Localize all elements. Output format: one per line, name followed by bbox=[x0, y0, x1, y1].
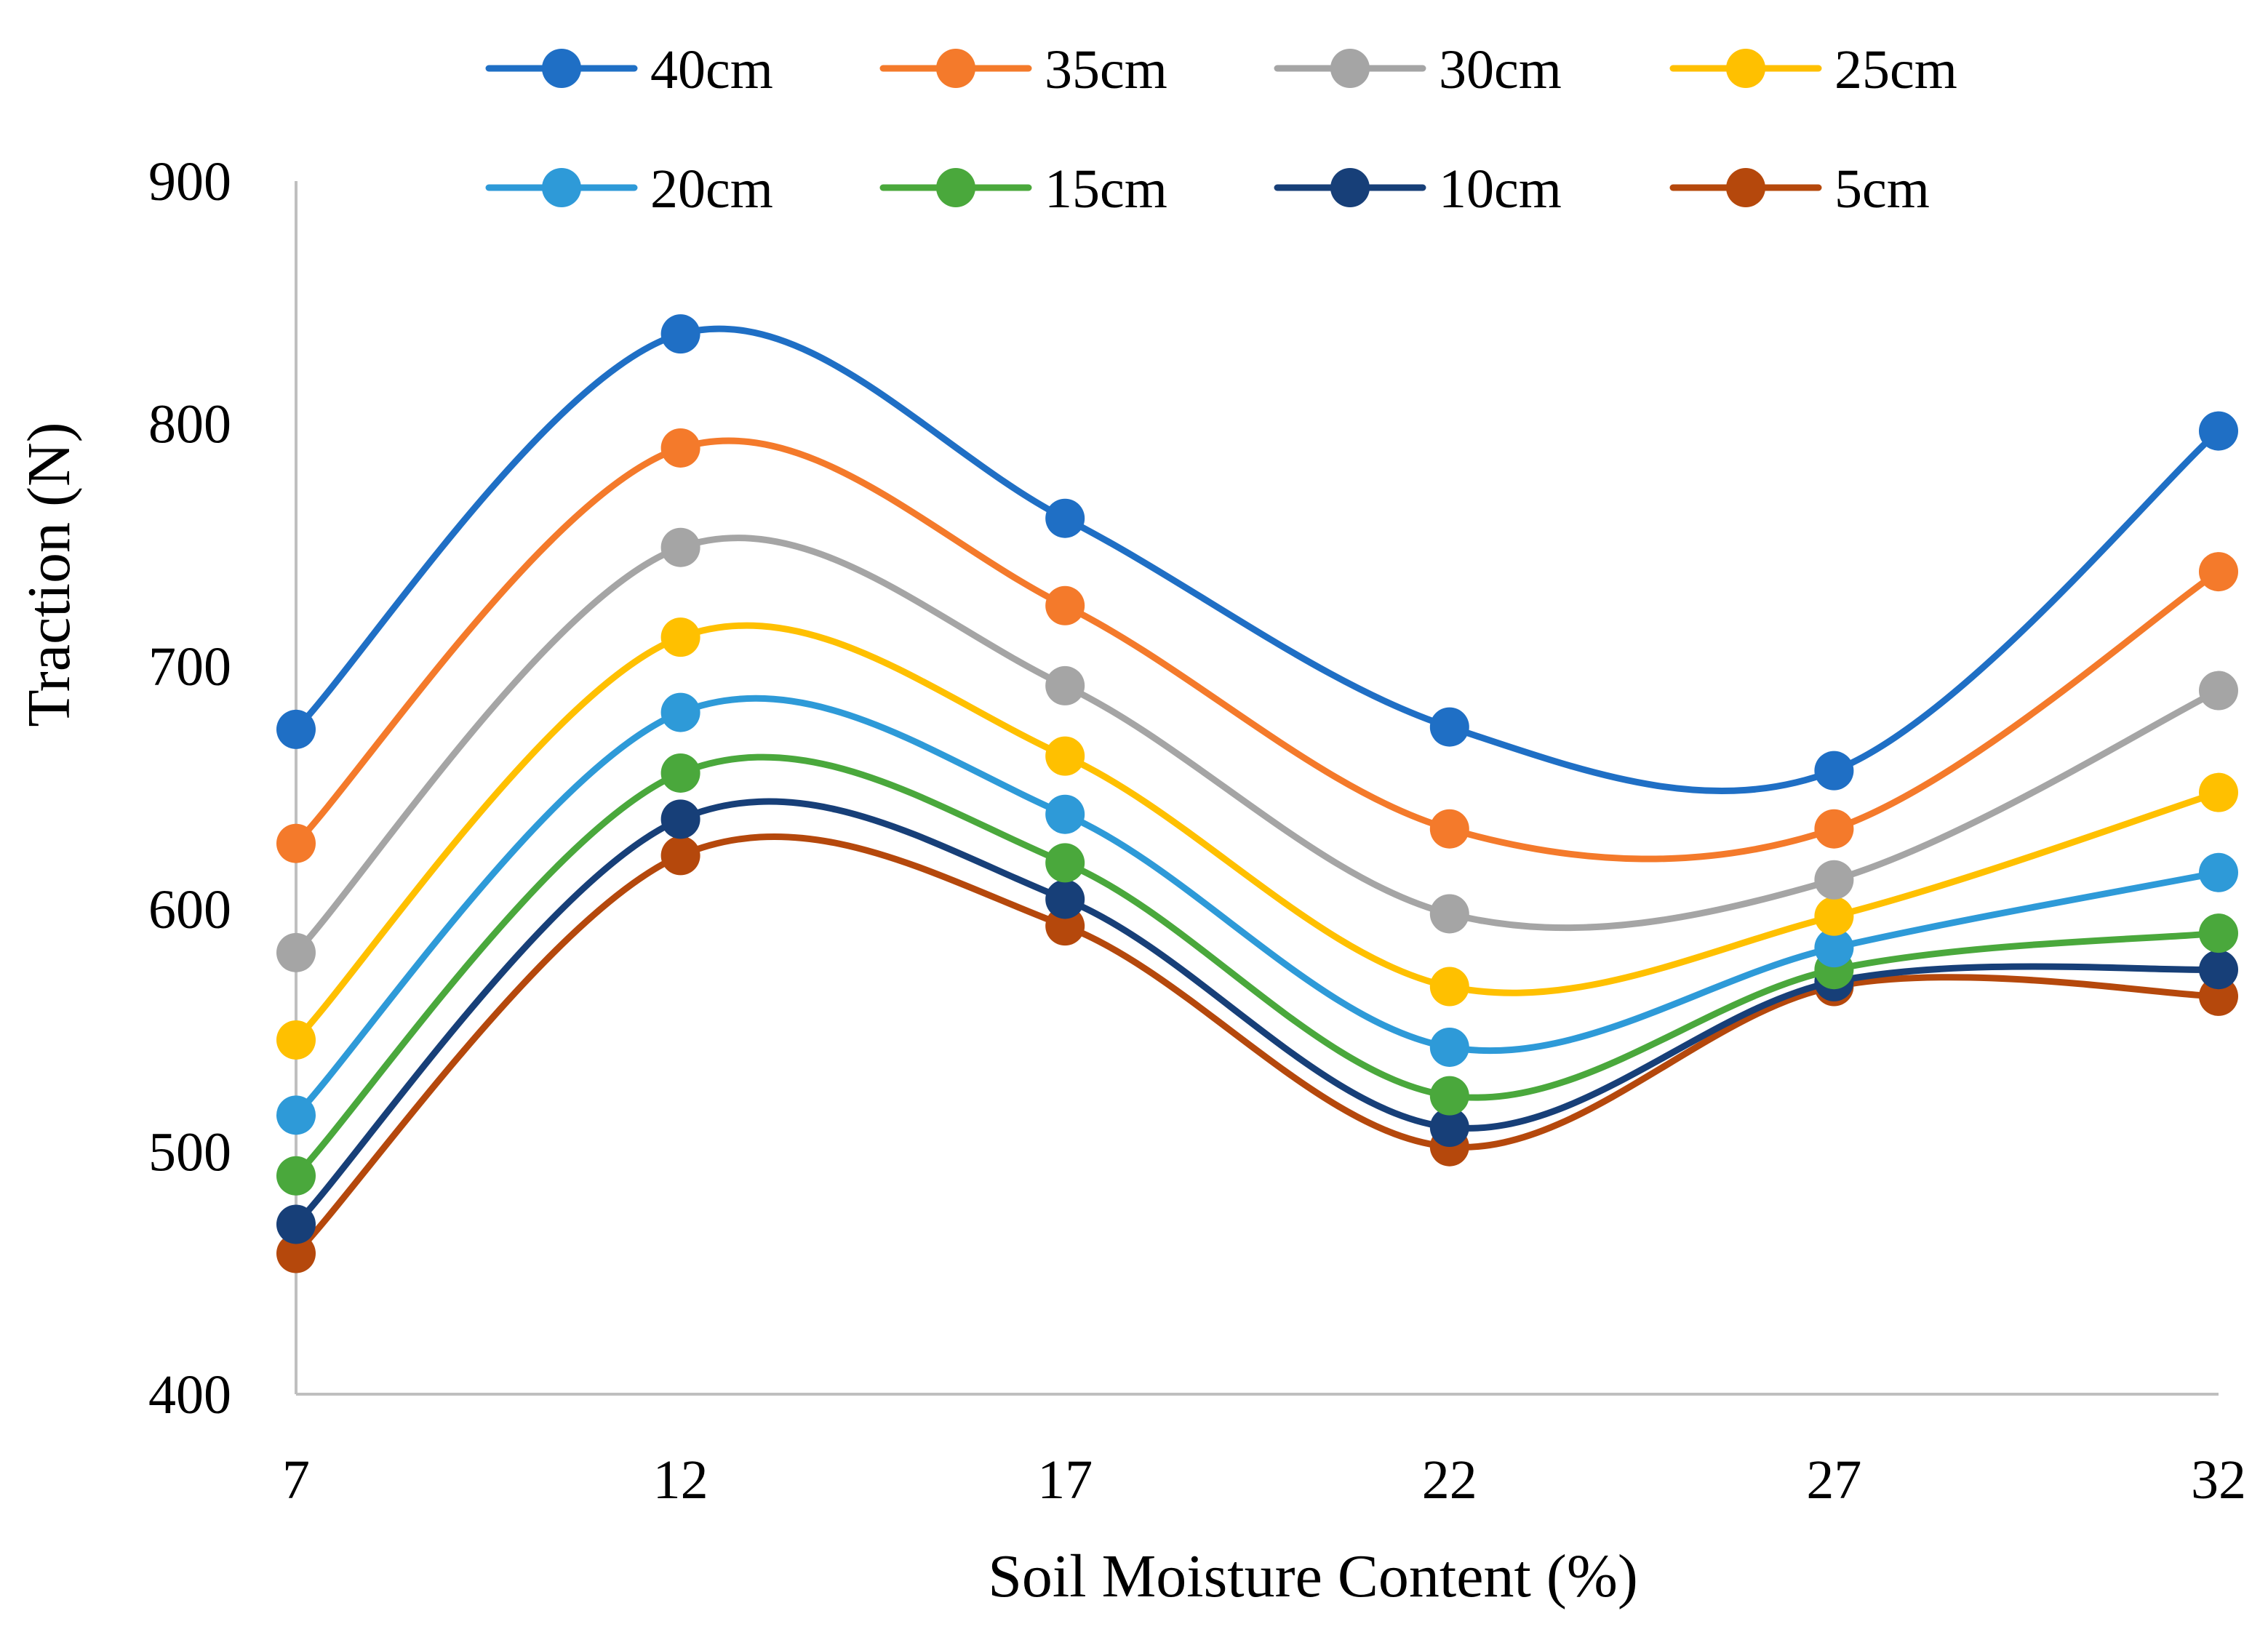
legend-swatch-marker bbox=[936, 168, 975, 207]
series-line bbox=[292, 833, 2222, 1257]
data-point bbox=[660, 692, 700, 732]
series-line bbox=[292, 622, 2222, 1044]
data-point bbox=[1814, 896, 1854, 936]
data-point bbox=[1429, 894, 1469, 934]
x-tick-label: 12 bbox=[653, 1449, 708, 1511]
x-tick-label: 7 bbox=[282, 1449, 310, 1511]
legend: 40cm 35cm 30cm 25cm 20cm 15cm 10cm 5cm bbox=[485, 39, 1957, 220]
legend-item-30cm: 30cm bbox=[1274, 39, 1562, 100]
legend-label: 15cm bbox=[1045, 159, 1167, 220]
legend-swatch-marker bbox=[1330, 49, 1370, 88]
data-point bbox=[1429, 1076, 1469, 1116]
data-point bbox=[1045, 585, 1085, 625]
legend-item-25cm: 25cm bbox=[1669, 39, 1957, 100]
x-tick-label: 17 bbox=[1037, 1449, 1093, 1511]
data-point bbox=[2199, 852, 2238, 892]
y-tick-label: 600 bbox=[148, 879, 231, 940]
legend-item-20cm: 20cm bbox=[485, 159, 773, 220]
data-point bbox=[1814, 751, 1854, 791]
data-point bbox=[2199, 950, 2238, 990]
data-point bbox=[660, 428, 700, 468]
data-point bbox=[660, 527, 700, 567]
legend-label: 25cm bbox=[1834, 39, 1957, 100]
data-point bbox=[1429, 967, 1469, 1007]
legend-label: 10cm bbox=[1439, 159, 1562, 220]
y-axis-title: Traction (N) bbox=[15, 422, 83, 727]
series-25cm bbox=[276, 617, 2238, 1060]
data-point bbox=[1814, 809, 1854, 849]
data-point bbox=[1814, 928, 1854, 968]
data-point bbox=[2199, 552, 2238, 592]
data-point bbox=[1045, 736, 1085, 776]
y-tick-label: 400 bbox=[148, 1364, 231, 1425]
series-30cm bbox=[276, 527, 2238, 972]
legend-swatch-marker bbox=[1726, 49, 1765, 88]
data-point bbox=[660, 314, 700, 354]
data-point bbox=[660, 836, 700, 876]
data-point bbox=[1045, 498, 1085, 538]
data-point bbox=[660, 799, 700, 839]
legend-label: 5cm bbox=[1834, 159, 1930, 220]
data-point bbox=[1045, 794, 1085, 834]
data-point bbox=[276, 1204, 316, 1244]
data-point bbox=[2199, 913, 2238, 953]
data-point bbox=[1045, 879, 1085, 919]
series-line bbox=[292, 798, 2222, 1228]
legend-swatch-marker bbox=[542, 168, 581, 207]
y-tick-label: 500 bbox=[148, 1121, 231, 1183]
x-tick-label: 27 bbox=[1806, 1449, 1861, 1511]
series-20cm bbox=[276, 692, 2238, 1135]
data-point bbox=[2199, 671, 2238, 711]
data-point bbox=[276, 1020, 316, 1060]
legend-label: 40cm bbox=[650, 39, 773, 100]
legend-label: 35cm bbox=[1045, 39, 1167, 100]
series-10cm bbox=[276, 798, 2238, 1244]
series-line bbox=[292, 753, 2222, 1180]
data-point bbox=[660, 753, 700, 793]
data-point bbox=[1429, 809, 1469, 849]
data-point bbox=[1429, 707, 1469, 747]
data-point bbox=[276, 823, 316, 863]
legend-swatch-marker bbox=[1726, 168, 1765, 207]
data-point bbox=[1429, 1027, 1469, 1067]
legend-item-10cm: 10cm bbox=[1274, 159, 1562, 220]
legend-label: 20cm bbox=[650, 159, 773, 220]
data-point bbox=[1429, 1108, 1469, 1148]
data-point bbox=[2199, 411, 2238, 451]
data-point bbox=[1045, 843, 1085, 883]
data-point bbox=[276, 1095, 316, 1135]
series-line bbox=[292, 535, 2222, 956]
series-lines bbox=[276, 314, 2238, 1273]
series-line bbox=[292, 695, 2222, 1119]
y-tick-label: 800 bbox=[148, 394, 231, 455]
legend-label: 30cm bbox=[1439, 39, 1562, 100]
legend-item-40cm: 40cm bbox=[485, 39, 773, 100]
data-point bbox=[276, 709, 316, 749]
legend-swatch-marker bbox=[542, 49, 581, 88]
data-point bbox=[2199, 772, 2238, 812]
series-line bbox=[292, 437, 2222, 863]
x-tick-label: 32 bbox=[2191, 1449, 2246, 1511]
legend-item-35cm: 35cm bbox=[879, 39, 1167, 100]
data-point bbox=[660, 617, 700, 657]
data-point bbox=[1045, 665, 1085, 705]
x-axis-title: Soil Moisture Content (%) bbox=[988, 1543, 1638, 1610]
legend-item-15cm: 15cm bbox=[879, 159, 1167, 220]
legend-item-5cm: 5cm bbox=[1669, 159, 1930, 220]
axes: 400 500 600 700 800 900 7 12 17 22 27 32 bbox=[148, 151, 2246, 1511]
y-tick-label: 700 bbox=[148, 636, 231, 697]
data-point bbox=[276, 932, 316, 972]
legend-swatch-marker bbox=[936, 49, 975, 88]
series-line bbox=[292, 325, 2222, 795]
series-40cm bbox=[276, 314, 2238, 795]
series-35cm bbox=[276, 428, 2238, 863]
x-tick-label: 22 bbox=[1422, 1449, 1477, 1511]
data-point bbox=[1814, 860, 1854, 900]
legend-swatch-marker bbox=[1330, 168, 1370, 207]
data-point bbox=[276, 1156, 316, 1196]
data-point bbox=[276, 1233, 316, 1273]
y-tick-label: 900 bbox=[148, 151, 231, 212]
